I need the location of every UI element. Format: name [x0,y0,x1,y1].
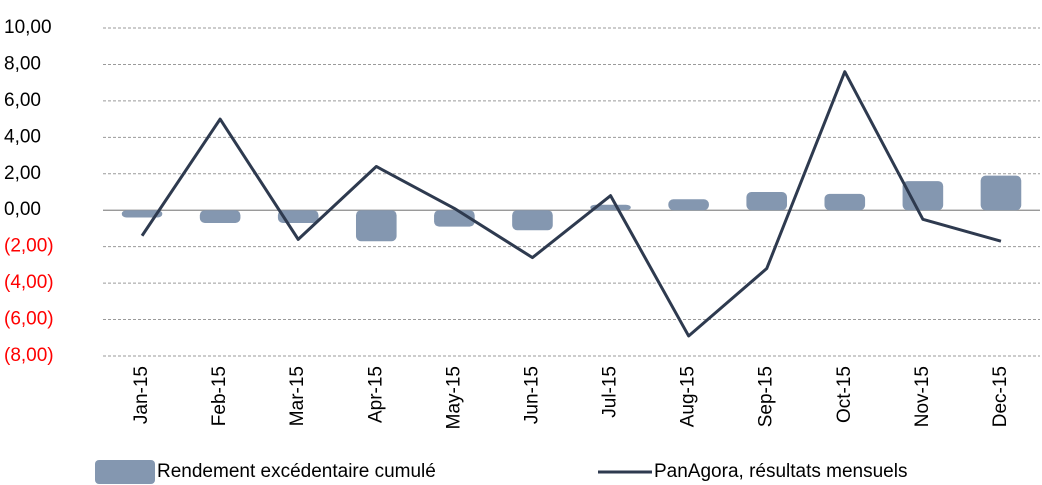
y-tick-label: (6,00) [4,309,54,330]
bar [746,192,788,211]
y-tick-label: 8,00 [4,53,41,74]
line [140,70,1002,338]
y-tick-label: 0,00 [4,199,41,220]
x-tick-label: Oct-15 [834,366,855,423]
y-tick-label: (2,00) [4,236,54,257]
bar [824,193,866,211]
legend-label: PanAgora, résultats mensuels [654,461,907,482]
x-tick-label: Jan-15 [131,366,152,424]
bar [980,175,1022,211]
y-tick-label: (4,00) [4,272,54,293]
x-tick-label: Dec-15 [990,366,1011,427]
bar [121,210,163,218]
legend-label: Rendement excédentaire cumulé [157,461,436,482]
x-tick-label: Mar-15 [287,366,308,426]
x-tick-label: Feb-15 [209,366,230,426]
x-tick-label: Jul-15 [600,366,621,418]
legend-swatch [95,460,155,484]
x-tick-label: Aug-15 [678,366,699,427]
y-tick-label: (8,00) [4,345,54,366]
bar [668,199,709,211]
bar [277,210,319,223]
bar [590,204,631,211]
bar [512,210,553,231]
x-tick-label: Apr-15 [365,366,386,423]
bar [199,210,241,223]
x-tick-label: Sep-15 [756,366,777,427]
y-tick-label: 2,00 [4,163,41,184]
y-tick-label: 6,00 [4,90,41,111]
x-tick-label: Jun-15 [521,366,542,424]
x-tick-label: Nov-15 [912,366,933,427]
y-tick-label: 4,00 [4,126,41,147]
bar [355,210,397,242]
x-tick-label: May-15 [443,366,464,429]
y-tick-label: 10,00 [4,17,52,38]
